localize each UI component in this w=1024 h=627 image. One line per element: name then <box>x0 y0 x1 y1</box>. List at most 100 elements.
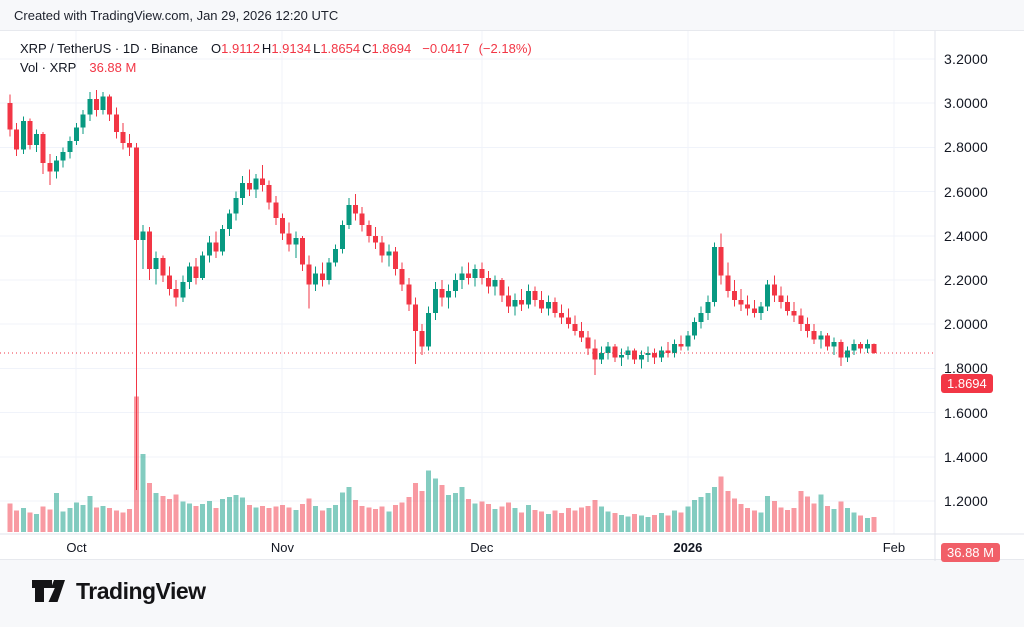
volume-bar <box>60 511 66 532</box>
candle-body <box>193 266 199 278</box>
candle-body <box>339 224 345 250</box>
last-price-badge: 1.8694 <box>941 374 993 394</box>
candle-body <box>200 255 206 278</box>
candle-body <box>180 282 186 298</box>
volume-bar <box>665 515 671 532</box>
volume-bar <box>559 513 565 532</box>
volume-bar <box>260 505 266 532</box>
candle-body <box>479 268 485 278</box>
candle-body <box>645 352 651 356</box>
volume-bar <box>738 504 744 532</box>
candle-body <box>818 335 824 340</box>
volume-bar <box>658 513 664 532</box>
price-tick-label: 1.2000 <box>944 493 989 509</box>
volume-bar <box>864 518 870 532</box>
candle-body <box>220 229 226 252</box>
volume-bar <box>585 505 591 532</box>
candle-body <box>698 313 704 322</box>
candle-body <box>226 213 232 230</box>
candle-body <box>658 350 664 358</box>
volume-bar <box>127 509 133 532</box>
volume-bar <box>525 504 531 532</box>
volume-bar <box>47 509 53 532</box>
volume-bar <box>672 510 678 532</box>
volume-bar <box>805 496 811 532</box>
candle-body <box>392 251 398 269</box>
price-chart-canvas[interactable] <box>0 31 1024 561</box>
volume-bar <box>266 508 272 532</box>
candle-body <box>426 313 432 347</box>
candle-body <box>253 178 259 190</box>
volume-bar <box>160 495 166 532</box>
volume-bar <box>811 503 817 532</box>
volume-bar <box>200 504 206 532</box>
candle-body <box>7 103 13 130</box>
volume-bar <box>34 513 40 532</box>
candle-body <box>778 295 784 303</box>
volume-bar <box>273 506 279 532</box>
tradingview-footer[interactable]: TradingView <box>30 574 206 608</box>
candle-body <box>286 233 292 245</box>
ohlc-values: O1.9112 H1.9134 L1.8654 C1.8694 <box>211 39 413 58</box>
candle-body <box>373 235 379 243</box>
candle-body <box>685 335 691 347</box>
price-tick-label: 3.0000 <box>944 95 989 112</box>
candle-body <box>539 299 545 309</box>
candle-body <box>60 151 66 161</box>
volume-bar <box>306 498 312 532</box>
candle-body <box>831 341 837 347</box>
volume-bar <box>539 511 545 532</box>
volume-bar <box>751 510 757 532</box>
volume-bar <box>638 515 644 532</box>
candle-body <box>559 313 565 318</box>
volume-bar <box>120 512 126 532</box>
volume-bar <box>678 512 684 532</box>
volume-bar <box>612 513 618 532</box>
candle-body <box>785 302 791 311</box>
candle-body <box>851 344 857 351</box>
time-tick-label-dec: Dec <box>470 540 494 555</box>
volume-bar <box>765 495 771 532</box>
candle-body <box>80 114 86 128</box>
change-value: −0.0417 <box>422 41 470 56</box>
candle-body <box>127 142 133 148</box>
candle-body <box>758 306 764 314</box>
candle-body <box>725 275 731 292</box>
candle-body <box>359 213 365 225</box>
candle-body <box>598 352 604 360</box>
candle-body <box>27 120 33 146</box>
volume-study-title[interactable]: Vol · XRP <box>20 60 77 75</box>
candle-body <box>326 262 332 280</box>
candle-body <box>113 114 119 132</box>
candle-body <box>545 302 551 309</box>
candle-body <box>107 96 113 115</box>
volume-bar <box>824 505 830 532</box>
volume-bar <box>80 504 86 532</box>
candle-body <box>93 98 99 110</box>
chart-legend[interactable]: XRP / TetherUS · 1D · Binance O1.9112 H1.… <box>20 39 532 77</box>
symbol-title[interactable]: XRP / TetherUS · 1D · Binance <box>20 41 198 56</box>
volume-bar <box>67 508 73 532</box>
volume-bar <box>333 504 339 532</box>
volume-bar <box>373 509 379 532</box>
volume-bar <box>313 505 319 532</box>
volume-bar <box>206 500 212 532</box>
candle-body <box>246 182 252 190</box>
time-scale[interactable]: Oct Nov Dec 2026 Feb <box>0 534 1024 561</box>
candle-body <box>678 344 684 347</box>
candle-body <box>499 280 505 296</box>
price-tick-label: 1.6000 <box>944 404 989 421</box>
volume-bar <box>545 513 551 532</box>
candle-body <box>632 350 638 360</box>
volume-bar <box>698 497 704 532</box>
price-scale[interactable]: 3.2000 3.0000 2.8000 2.6000 2.4000 2.2000 2.00… <box>935 31 1024 534</box>
volume-bar <box>592 500 598 532</box>
candle-body <box>54 160 60 172</box>
volume-bar <box>625 516 631 532</box>
candle-body <box>692 321 698 336</box>
volume-bar <box>632 513 638 532</box>
volume-bar <box>745 508 751 532</box>
candle-body <box>552 302 558 314</box>
volume-bar <box>406 497 412 532</box>
candle-body <box>638 355 644 360</box>
